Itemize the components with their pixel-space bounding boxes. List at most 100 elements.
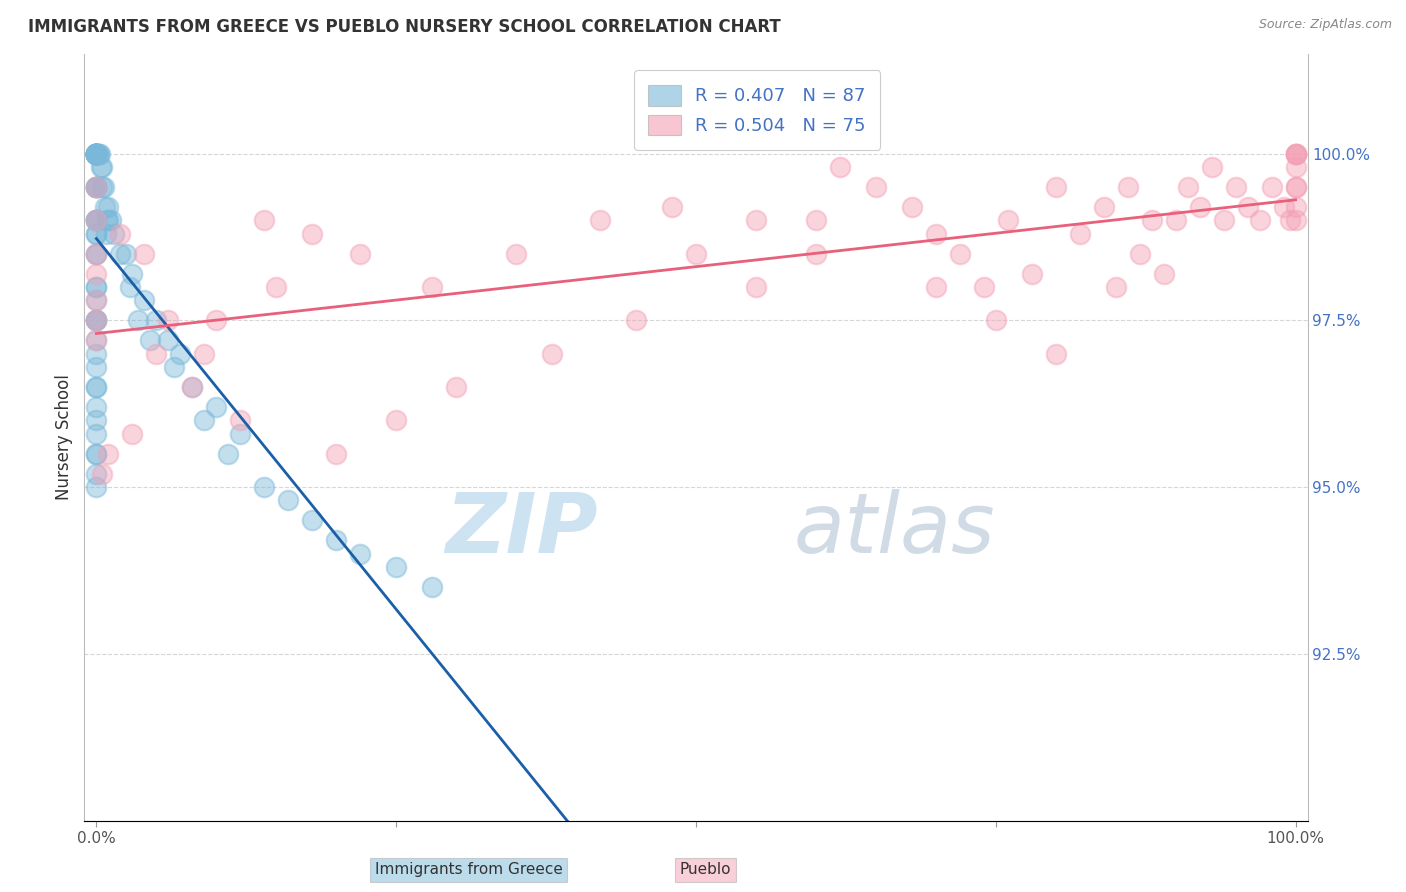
Point	[134, 293, 156, 308]
Point	[624, 313, 647, 327]
Point	[86, 246, 108, 260]
Point	[115, 246, 138, 260]
Point	[1236, 200, 1258, 214]
Text: ZIP: ZIP	[446, 489, 598, 570]
Point	[86, 213, 108, 227]
Point	[91, 467, 114, 481]
Point	[1140, 213, 1163, 227]
Point	[86, 146, 108, 161]
Point	[745, 213, 768, 227]
Point	[901, 200, 924, 214]
Point	[121, 426, 143, 441]
Point	[1284, 160, 1306, 174]
Point	[86, 146, 108, 161]
Point	[1153, 267, 1175, 281]
Point	[385, 413, 408, 427]
Point	[86, 180, 108, 194]
Point	[90, 160, 112, 174]
Point	[229, 413, 252, 427]
Point	[157, 313, 180, 327]
Point	[86, 447, 108, 461]
Point	[86, 213, 108, 227]
Point	[139, 334, 162, 348]
Text: Source: ZipAtlas.com: Source: ZipAtlas.com	[1258, 18, 1392, 31]
Point	[86, 400, 108, 414]
Point	[277, 493, 299, 508]
Point	[100, 213, 122, 227]
Point	[1188, 200, 1211, 214]
Point	[86, 380, 108, 394]
Point	[1069, 227, 1091, 241]
Point	[193, 347, 215, 361]
Point	[541, 347, 564, 361]
Point	[1045, 347, 1067, 361]
Point	[91, 160, 114, 174]
Point	[1164, 213, 1187, 227]
Point	[86, 180, 108, 194]
Point	[110, 227, 132, 241]
Point	[86, 246, 108, 260]
Point	[86, 334, 108, 348]
Point	[420, 580, 443, 594]
Point	[145, 347, 167, 361]
Point	[984, 313, 1007, 327]
Point	[997, 213, 1019, 227]
Point	[118, 280, 141, 294]
Point	[804, 246, 827, 260]
Point	[1116, 180, 1139, 194]
Point	[745, 280, 768, 294]
Point	[97, 200, 120, 214]
Point	[86, 146, 108, 161]
Point	[86, 313, 108, 327]
Point	[86, 280, 108, 294]
Point	[86, 447, 108, 461]
Point	[86, 146, 108, 161]
Point	[1284, 180, 1306, 194]
Point	[301, 227, 323, 241]
Point	[253, 480, 276, 494]
Point	[86, 146, 108, 161]
Point	[86, 146, 108, 161]
Point	[86, 180, 108, 194]
Point	[163, 359, 186, 374]
Point	[973, 280, 995, 294]
Point	[86, 246, 108, 260]
Point	[86, 413, 108, 427]
Point	[96, 213, 118, 227]
Point	[181, 380, 204, 394]
Point	[385, 560, 408, 574]
Point	[157, 334, 180, 348]
Point	[89, 146, 111, 161]
Point	[1045, 180, 1067, 194]
Point	[325, 447, 347, 461]
Point	[1105, 280, 1128, 294]
Point	[86, 267, 108, 281]
Point	[1284, 146, 1306, 161]
Point	[87, 146, 110, 161]
Point	[110, 246, 132, 260]
Point	[229, 426, 252, 441]
Point	[86, 146, 108, 161]
Text: Immigrants from Greece: Immigrants from Greece	[374, 863, 562, 877]
Point	[505, 246, 527, 260]
Point	[1212, 213, 1234, 227]
Point	[301, 513, 323, 527]
Point	[325, 533, 347, 548]
Point	[925, 227, 948, 241]
Point	[94, 227, 117, 241]
Point	[86, 334, 108, 348]
Point	[193, 413, 215, 427]
Point	[97, 447, 120, 461]
Point	[91, 180, 114, 194]
Point	[420, 280, 443, 294]
Point	[1021, 267, 1043, 281]
Point	[86, 280, 108, 294]
Point	[865, 180, 887, 194]
Text: IMMIGRANTS FROM GREECE VS PUEBLO NURSERY SCHOOL CORRELATION CHART: IMMIGRANTS FROM GREECE VS PUEBLO NURSERY…	[28, 18, 780, 36]
Point	[86, 146, 108, 161]
Point	[1260, 180, 1282, 194]
Point	[86, 146, 108, 161]
Point	[86, 146, 108, 161]
Point	[1201, 160, 1223, 174]
Point	[349, 246, 371, 260]
